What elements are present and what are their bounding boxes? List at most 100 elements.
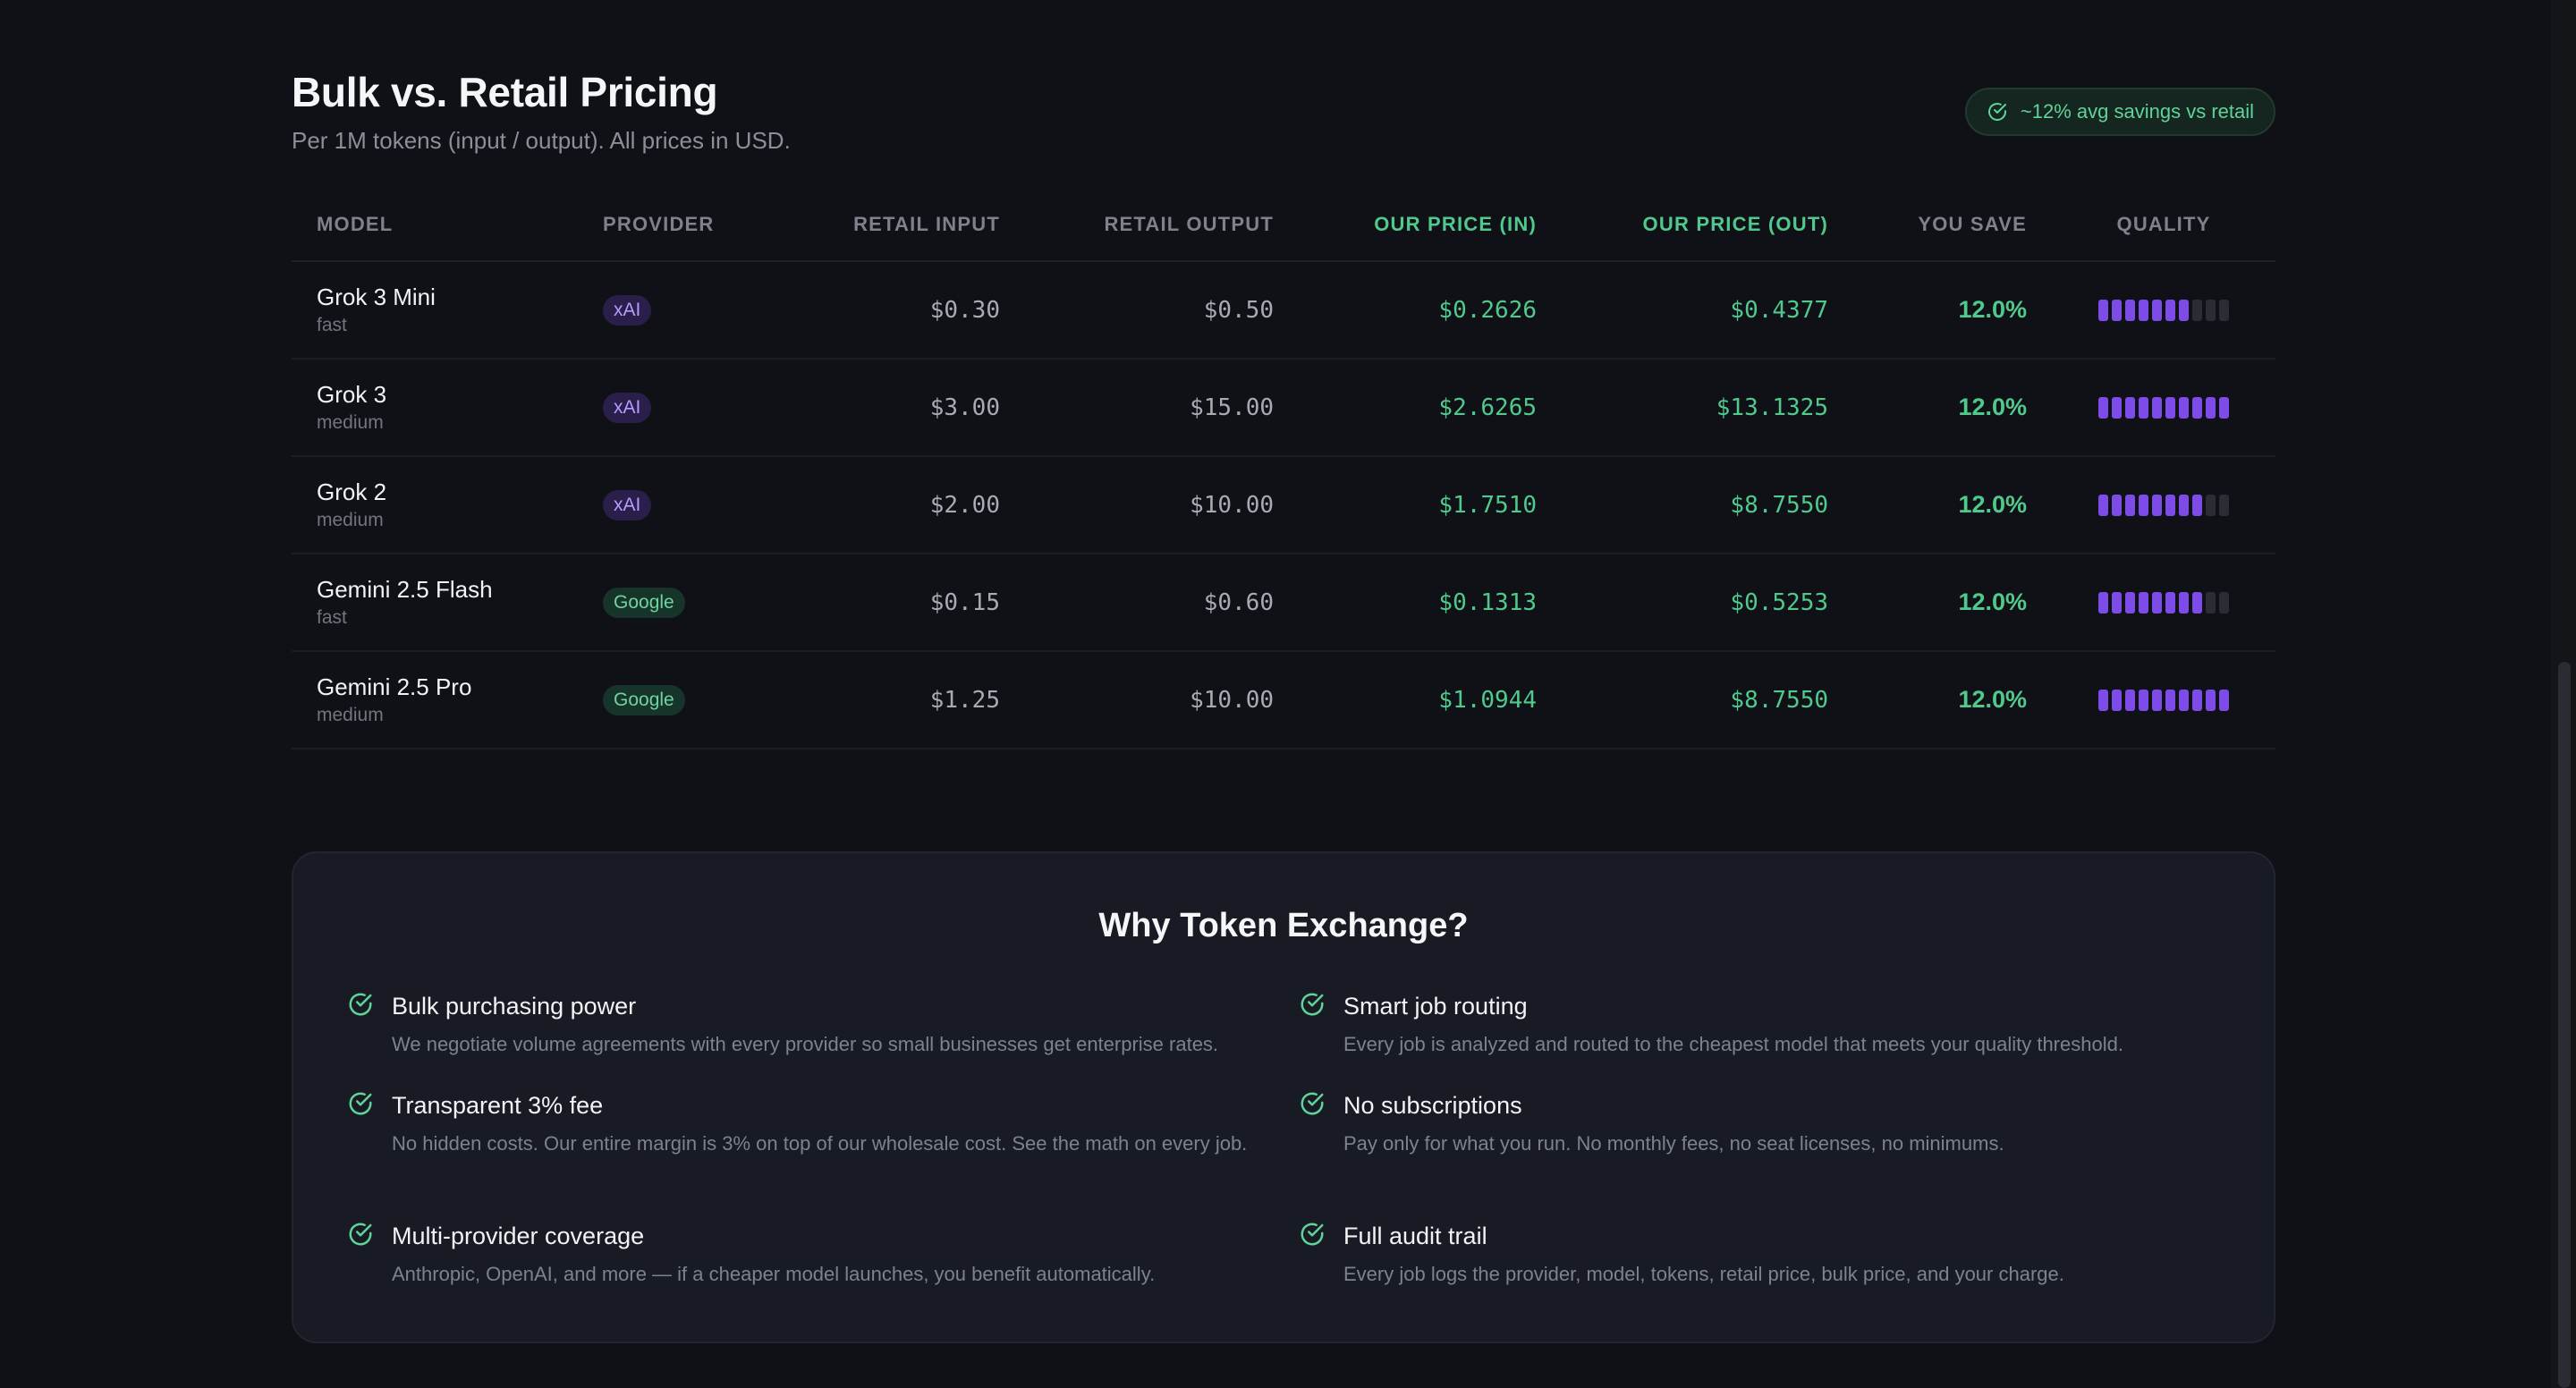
column-header-our-price-out: OUR PRICE (OUT) bbox=[1562, 188, 1853, 262]
our-price-out-cell: $13.1325 bbox=[1562, 359, 1853, 457]
quality-segment bbox=[2192, 494, 2202, 516]
quality-segment bbox=[2125, 494, 2135, 516]
quality-segment bbox=[2165, 689, 2175, 711]
provider-cell: xAI bbox=[578, 456, 775, 554]
provider-cell: xAI bbox=[578, 261, 775, 360]
page-subtitle: Per 1M tokens (input / output). All pric… bbox=[292, 127, 791, 154]
retail-input-cell: $3.00 bbox=[775, 359, 1025, 457]
quality-segment bbox=[2139, 689, 2148, 711]
feature-title: No subscriptions bbox=[1343, 1092, 1522, 1119]
you-save-cell: 12.0% bbox=[1853, 261, 2052, 360]
column-header-you-save: YOU SAVE bbox=[1853, 188, 2052, 262]
feature-description: Anthropic, OpenAI, and more — if a cheap… bbox=[392, 1263, 1156, 1285]
quality-cell bbox=[2052, 359, 2275, 457]
quality-segment bbox=[2125, 299, 2135, 321]
savings-badge-label: ~12% avg savings vs retail bbox=[2020, 100, 2254, 123]
you-save-cell: 12.0% bbox=[1853, 651, 2052, 749]
retail-output-cell: $10.00 bbox=[1025, 456, 1299, 554]
our-price-in-cell: $1.0944 bbox=[1299, 651, 1562, 749]
feature-description: Every job is analyzed and routed to the … bbox=[1343, 1033, 2123, 1055]
model-cell: Grok 3 Mini fast bbox=[292, 261, 578, 360]
feature-description: Pay only for what you run. No monthly fe… bbox=[1343, 1132, 2004, 1155]
quality-segment bbox=[2206, 494, 2216, 516]
quality-segment bbox=[2098, 591, 2108, 614]
table-row[interactable]: Gemini 2.5 Pro medium Google $1.25 $10.0… bbox=[292, 651, 2275, 749]
quality-segment bbox=[2206, 299, 2216, 321]
pricing-header: Bulk vs. Retail Pricing Per 1M tokens (i… bbox=[292, 0, 2275, 188]
feature-item: Transparent 3% fee No hidden costs. Our e… bbox=[347, 1090, 1259, 1159]
table-row[interactable]: Grok 3 Mini fast xAI $0.30 $0.50 $0.2626… bbox=[292, 261, 2275, 360]
model-name: Grok 3 bbox=[317, 381, 387, 408]
check-circle-icon bbox=[349, 993, 372, 1016]
quality-segment bbox=[2112, 689, 2122, 711]
model-speed: medium bbox=[317, 510, 384, 530]
quality-segment bbox=[2098, 396, 2108, 419]
why-token-exchange-card: Why Token Exchange? Bulk purchasing powe… bbox=[292, 851, 2275, 1343]
feature-title: Multi-provider coverage bbox=[392, 1223, 645, 1249]
quality-segment bbox=[2179, 299, 2189, 321]
retail-input-cell: $2.00 bbox=[775, 456, 1025, 554]
table-row[interactable]: Gemini 2.5 Flash fast Google $0.15 $0.60… bbox=[292, 554, 2275, 652]
quality-segment bbox=[2152, 299, 2162, 321]
pricing-table: MODEL PROVIDER RETAIL INPUT RETAIL OUTPU… bbox=[292, 188, 2275, 749]
pricing-section: Bulk vs. Retail Pricing Per 1M tokens (i… bbox=[292, 0, 2275, 749]
provider-badge: xAI bbox=[603, 294, 652, 326]
feature-item: Smart job routing Every job is analyzed a… bbox=[1299, 991, 2211, 1060]
model-speed: medium bbox=[317, 705, 384, 725]
retail-output-cell: $15.00 bbox=[1025, 359, 1299, 457]
our-price-out-cell: $0.4377 bbox=[1562, 261, 1853, 360]
check-circle-icon bbox=[1301, 1223, 1324, 1246]
quality-segment bbox=[2112, 494, 2122, 516]
quality-segment bbox=[2165, 591, 2175, 614]
quality-segment bbox=[2179, 689, 2189, 711]
feature-description: No hidden costs. Our entire margin is 3%… bbox=[392, 1132, 1248, 1155]
check-circle-icon bbox=[1987, 103, 2006, 121]
feature-description: Every job logs the provider, model, toke… bbox=[1343, 1263, 2064, 1285]
quality-meter bbox=[2077, 396, 2250, 419]
check-circle-icon bbox=[1301, 993, 1324, 1016]
feature-description: We negotiate volume agreements with ever… bbox=[392, 1033, 1219, 1055]
quality-segment bbox=[2219, 689, 2229, 711]
you-save-cell: 12.0% bbox=[1853, 456, 2052, 554]
table-row[interactable]: Grok 3 medium xAI $3.00 $15.00 $2.6265 $… bbox=[292, 359, 2275, 457]
retail-input-cell: $1.25 bbox=[775, 651, 1025, 749]
provider-cell: Google bbox=[578, 554, 775, 652]
why-title: Why Token Exchange? bbox=[1098, 907, 1469, 944]
you-save-cell: 12.0% bbox=[1853, 554, 2052, 652]
quality-segment bbox=[2206, 689, 2216, 711]
quality-meter bbox=[2077, 689, 2250, 711]
quality-segment bbox=[2139, 591, 2148, 614]
model-cell: Grok 2 medium bbox=[292, 456, 578, 554]
column-header-retail-input: RETAIL INPUT bbox=[775, 188, 1025, 262]
quality-segment bbox=[2139, 396, 2148, 419]
quality-segment bbox=[2192, 299, 2202, 321]
our-price-out-cell: $8.7550 bbox=[1562, 456, 1853, 554]
retail-input-cell: $0.30 bbox=[775, 261, 1025, 360]
column-header-our-price-in: OUR PRICE (IN) bbox=[1299, 188, 1562, 262]
quality-segment bbox=[2139, 299, 2148, 321]
quality-segment bbox=[2152, 591, 2162, 614]
retail-output-cell: $10.00 bbox=[1025, 651, 1299, 749]
retail-input-cell: $0.15 bbox=[775, 554, 1025, 652]
feature-title: Transparent 3% fee bbox=[392, 1092, 604, 1119]
scrollbar-thumb[interactable] bbox=[2558, 662, 2571, 1388]
scrollbar-track[interactable] bbox=[2551, 0, 2576, 1388]
our-price-in-cell: $0.2626 bbox=[1299, 261, 1562, 360]
our-price-out-cell: $8.7550 bbox=[1562, 651, 1853, 749]
feature-item: Full audit trail Every job logs the provi… bbox=[1299, 1221, 2211, 1290]
quality-cell bbox=[2052, 456, 2275, 554]
feature-item: Bulk purchasing power We negotiate volume… bbox=[347, 991, 1259, 1060]
table-row[interactable]: Grok 2 medium xAI $2.00 $10.00 $1.7510 $… bbox=[292, 456, 2275, 554]
quality-segment bbox=[2206, 591, 2216, 614]
our-price-out-cell: $0.5253 bbox=[1562, 554, 1853, 652]
check-circle-icon bbox=[349, 1223, 372, 1246]
feature-title: Bulk purchasing power bbox=[392, 993, 637, 1020]
quality-segment bbox=[2179, 396, 2189, 419]
model-name: Grok 2 bbox=[317, 478, 387, 505]
quality-segment bbox=[2192, 396, 2202, 419]
our-price-in-cell: $1.7510 bbox=[1299, 456, 1562, 554]
quality-segment bbox=[2219, 299, 2229, 321]
provider-badge: Google bbox=[603, 684, 685, 715]
model-name: Gemini 2.5 Pro bbox=[317, 673, 472, 700]
column-header-quality: QUALITY bbox=[2052, 188, 2275, 262]
